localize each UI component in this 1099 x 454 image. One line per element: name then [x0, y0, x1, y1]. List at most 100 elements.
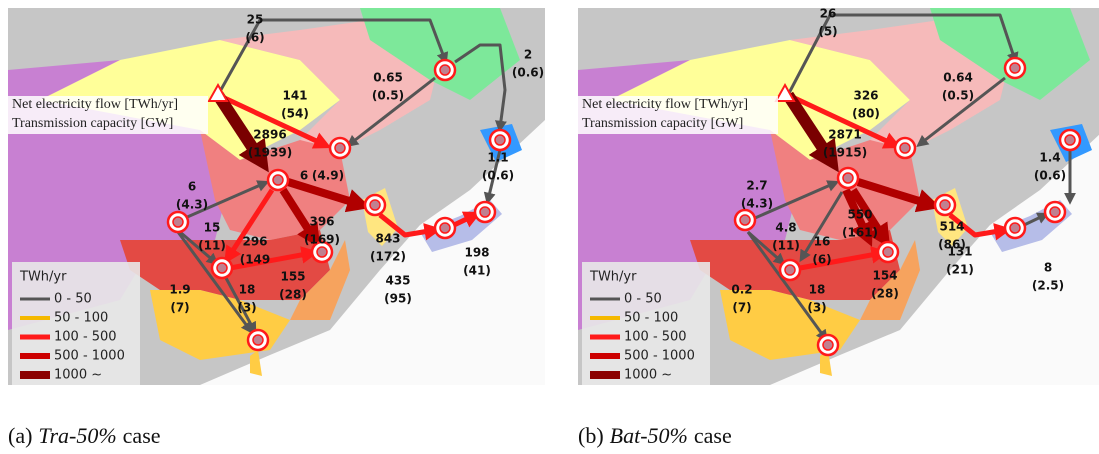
capacity-value: (86): [938, 238, 966, 252]
flow-arrow: [799, 246, 889, 271]
map-panel: Net electricity flow [TWh/yr] Transmissio…: [578, 7, 1099, 385]
caption: (a) Tra-50% case: [8, 423, 161, 448]
flow-arrow: [286, 178, 372, 213]
legend-box: [582, 262, 710, 385]
flow-value: 26: [820, 7, 837, 21]
capacity-value: (0.6): [512, 66, 544, 80]
flow-value: 843: [375, 232, 400, 246]
caption: (b) Bat-50% case: [578, 423, 732, 448]
legend-label: 1000 ~: [54, 368, 102, 383]
legend-label: 50 - 100: [624, 311, 678, 326]
capacity-value: (169): [304, 233, 340, 247]
caption-suffix: case: [123, 423, 161, 448]
capacity-value: (2.5): [1032, 279, 1064, 293]
flow-arrow: [483, 149, 502, 205]
node-core: [822, 339, 834, 351]
capacity-value: (1939): [248, 146, 292, 160]
caption-label: (a): [8, 423, 32, 448]
flow-value: 0.65: [373, 71, 403, 85]
flow-arrow: [279, 187, 321, 249]
flow-value: 296: [242, 235, 267, 249]
capacity-value: (4.3): [176, 198, 208, 212]
capacity-value: (3): [237, 301, 256, 315]
flow-value: 2871: [828, 128, 861, 142]
flow-arrow: [842, 188, 873, 247]
flow-arrow: [747, 230, 786, 266]
node-core: [1064, 134, 1076, 146]
flow-arrow: [224, 188, 275, 264]
flow-value: 6: [188, 180, 196, 194]
caption-label: (b): [578, 423, 604, 448]
flow-value: 550: [847, 208, 872, 222]
flow-value: 326: [853, 89, 878, 103]
flow-arrow: [216, 92, 332, 149]
capacity-value: (11): [772, 239, 800, 253]
flow-value: 1.1: [487, 151, 508, 165]
capacity-value: (5): [818, 25, 837, 39]
legend-label: 1000 ~: [624, 368, 672, 383]
node-core: [739, 214, 751, 226]
flow-value: 1.4: [1039, 151, 1060, 165]
flow-arrow: [948, 213, 1012, 241]
node-core: [439, 222, 451, 234]
capacity-value: (0.5): [942, 89, 974, 103]
flow-arrow: [799, 191, 844, 263]
flow-value: 141: [282, 89, 307, 103]
capacity-value: (21): [946, 263, 974, 277]
capacity-value: (149: [240, 253, 271, 267]
flow-value: 18: [239, 283, 256, 297]
flow-arrow: [856, 178, 942, 213]
flow-arrow: [1021, 212, 1050, 228]
caption-suffix: case: [694, 423, 732, 448]
legend-label: 0 - 50: [54, 292, 92, 307]
node-core: [1009, 222, 1021, 234]
flow-value: 25: [247, 13, 264, 27]
legend-label: 500 - 1000: [624, 349, 695, 364]
flow-value: 131: [947, 245, 972, 259]
flow-arrow: [782, 91, 839, 173]
source-node: [207, 82, 229, 102]
capacity-value: (0.6): [482, 169, 514, 183]
capacity-value: (3): [807, 301, 826, 315]
flow-arrow: [378, 213, 442, 241]
capacity-value: (28): [279, 288, 307, 302]
flow-value: 0.2: [731, 283, 752, 297]
flow-value: 4.8: [775, 221, 796, 235]
flow-value: 514: [939, 220, 964, 234]
node-core: [216, 262, 228, 274]
flow-arrow: [224, 277, 257, 335]
note-box: [578, 96, 778, 134]
source-node: [774, 82, 796, 102]
flow-arrow: [746, 231, 828, 342]
flow-value: 2: [524, 48, 532, 62]
flow-arrow: [346, 76, 436, 147]
capacity-value: (7): [732, 301, 751, 315]
node-core: [369, 199, 381, 211]
flow-arrow: [754, 180, 840, 220]
flow-value: 2.7: [746, 179, 767, 193]
capacity-value: (95): [384, 292, 412, 306]
capacity-value: (4.9): [312, 169, 344, 183]
capacity-value: (54): [281, 107, 309, 121]
flow-arrow: [916, 76, 1006, 147]
capacity-value: (172): [370, 250, 406, 264]
node-core: [494, 134, 506, 146]
flow-arrow: [786, 92, 902, 149]
node-core: [439, 64, 451, 76]
note-text: Transmission capacity [GW]: [12, 116, 173, 131]
node-core: [479, 206, 491, 218]
capacity-value: (6): [812, 253, 831, 267]
capacity-value: (0.5): [372, 89, 404, 103]
node-core: [334, 142, 346, 154]
flow-arrow: [216, 18, 449, 96]
flow-arrow: [849, 187, 891, 249]
node-core: [272, 174, 284, 186]
capacity-value: (80): [852, 107, 880, 121]
node-core: [899, 142, 911, 154]
capacity-value: (11): [198, 239, 226, 253]
flow-arrow: [454, 43, 507, 133]
legend-title: TWh/yr: [589, 270, 637, 285]
flow-value: 6: [300, 169, 308, 183]
caption-case: Tra-50%: [38, 423, 116, 448]
legend-label: 100 - 500: [54, 330, 117, 345]
